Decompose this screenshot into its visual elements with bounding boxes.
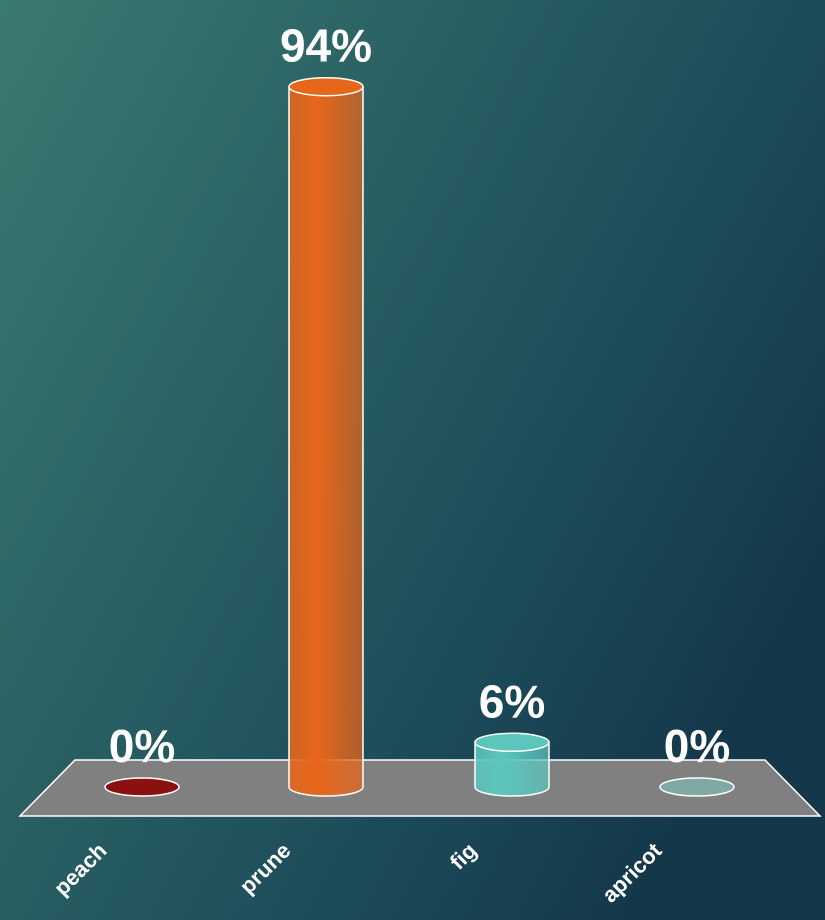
value-label: 0% [109, 720, 175, 772]
bar [288, 85, 364, 797]
value-label: 6% [479, 675, 545, 727]
value-label: 0% [664, 720, 730, 772]
value-label: 94% [280, 20, 372, 72]
bar [474, 741, 550, 797]
bar-top [288, 76, 364, 97]
bar [104, 777, 180, 797]
bar-top [474, 732, 550, 753]
bar [659, 777, 735, 797]
